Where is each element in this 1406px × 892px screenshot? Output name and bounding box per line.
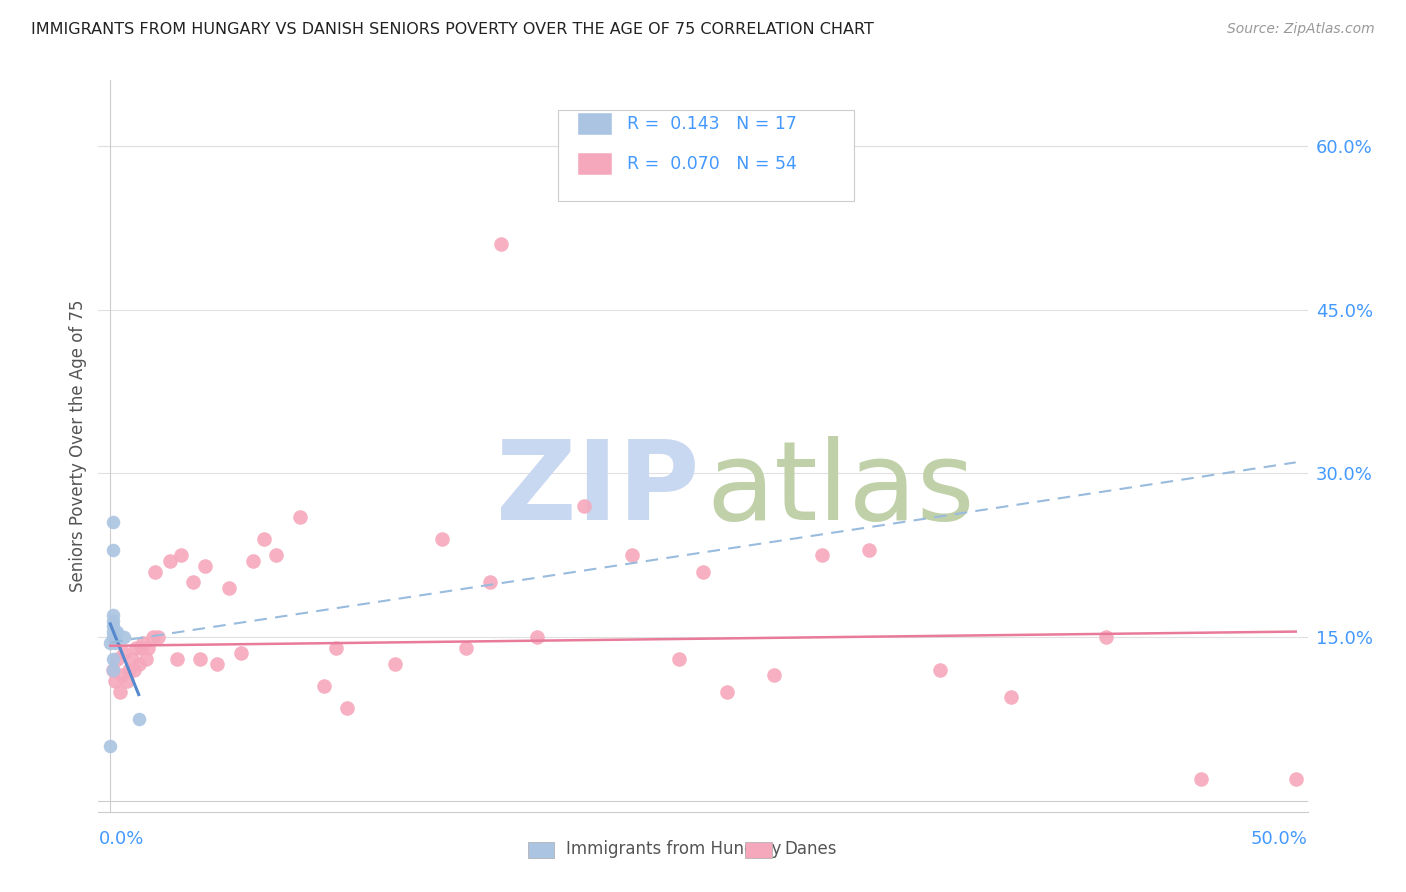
Point [432,532,454,546]
Point [858,542,880,557]
Point [205,657,228,672]
Text: ZIP: ZIP [496,436,699,543]
Point [104,630,127,644]
Text: Immigrants from Hungary: Immigrants from Hungary [567,840,782,858]
Point [1285,772,1308,786]
Point [159,554,181,568]
Point [132,635,155,649]
Point [1000,690,1022,704]
Point [929,663,952,677]
Point [336,701,359,715]
Bar [578,112,613,136]
Point [129,640,152,655]
Text: R =  0.070   N = 54: R = 0.070 N = 54 [627,155,797,173]
Point [101,614,124,628]
Point [312,679,335,693]
Point [166,652,188,666]
Point [101,619,124,633]
Point [143,565,166,579]
Point [190,652,212,666]
Bar [745,842,772,858]
Point [101,663,124,677]
Point [810,548,832,562]
Point [114,647,136,661]
Point [105,652,128,666]
Point [242,554,264,568]
Point [136,640,159,655]
Point [574,499,596,513]
Text: atlas: atlas [707,436,976,543]
Bar [578,153,613,176]
Point [478,575,501,590]
Point [104,635,127,649]
Text: Source: ZipAtlas.com: Source: ZipAtlas.com [1227,22,1375,37]
Point [763,668,786,682]
Text: Danes: Danes [785,840,837,858]
Point [170,548,193,562]
Point [384,657,406,672]
Point [114,630,136,644]
Point [101,516,124,530]
Point [122,663,145,677]
Point [128,712,150,726]
Point [716,684,738,698]
Point [325,640,347,655]
Point [218,581,240,595]
Point [454,640,477,655]
Point [1189,772,1212,786]
Point [128,657,150,672]
Point [264,548,287,562]
Point [526,630,548,644]
FancyBboxPatch shape [558,110,855,201]
Point [135,652,157,666]
Text: IMMIGRANTS FROM HUNGARY VS DANISH SENIORS POVERTY OVER THE AGE OF 75 CORRELATION: IMMIGRANTS FROM HUNGARY VS DANISH SENIOR… [31,22,873,37]
Point [288,510,311,524]
Point [620,548,643,562]
Point [253,532,276,546]
Y-axis label: Seniors Poverty Over the Age of 75: Seniors Poverty Over the Age of 75 [69,300,87,592]
Point [101,663,124,677]
Text: 0.0%: 0.0% [98,830,143,848]
Text: R =  0.143   N = 17: R = 0.143 N = 17 [627,115,797,133]
Point [491,237,513,252]
Point [125,640,148,655]
Point [98,739,121,754]
Point [104,673,127,688]
Point [108,684,131,698]
Point [121,652,143,666]
Point [111,668,134,682]
Point [101,630,124,644]
Point [105,624,128,639]
Point [668,652,690,666]
Point [101,542,124,557]
Bar [527,842,554,858]
Point [229,647,252,661]
Point [194,559,217,574]
Point [104,624,127,639]
Point [692,565,714,579]
Text: 50.0%: 50.0% [1251,830,1308,848]
Point [1095,630,1118,644]
Point [146,630,169,644]
Point [101,624,124,639]
Point [118,663,141,677]
Point [98,635,121,649]
Point [101,652,124,666]
Point [101,608,124,623]
Point [142,630,165,644]
Point [181,575,204,590]
Point [115,673,138,688]
